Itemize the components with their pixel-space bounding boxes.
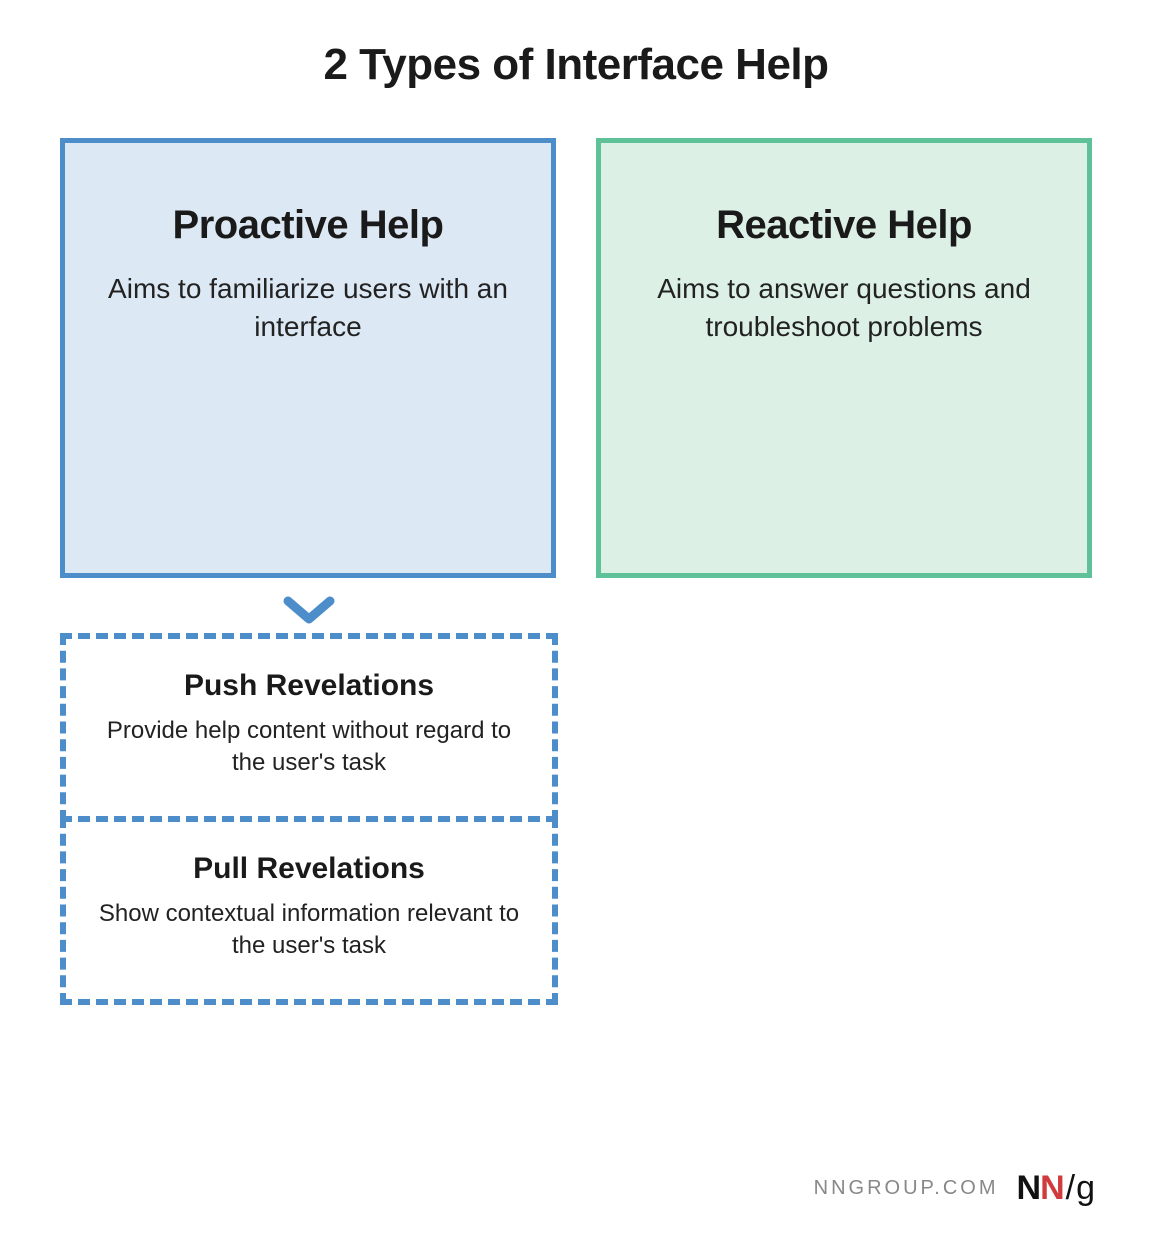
chevron-down-icon xyxy=(282,593,336,629)
footer: NNGROUP.COM NN/g xyxy=(814,1169,1094,1208)
proactive-title: Proactive Help xyxy=(101,203,515,248)
proactive-card: Proactive Help Aims to familiarize users… xyxy=(60,138,556,578)
diagram-container: 2 Types of Interface Help Proactive Help… xyxy=(0,0,1152,1005)
pull-box: Pull Revelations Show contextual informa… xyxy=(60,816,558,1005)
logo-g: g xyxy=(1076,1169,1094,1207)
logo-n1: N xyxy=(1017,1169,1041,1207)
pull-desc: Show contextual information relevant to … xyxy=(96,898,522,963)
push-title: Push Revelations xyxy=(96,669,522,703)
logo-slash: / xyxy=(1066,1169,1074,1207)
logo-n2: N xyxy=(1040,1169,1064,1207)
nng-logo: NN/g xyxy=(1017,1169,1095,1208)
footer-url: NNGROUP.COM xyxy=(814,1177,999,1200)
top-row: Proactive Help Aims to familiarize users… xyxy=(60,138,1092,578)
push-box: Push Revelations Provide help content wi… xyxy=(60,633,558,822)
pull-title: Pull Revelations xyxy=(96,852,522,886)
push-desc: Provide help content without regard to t… xyxy=(96,715,522,780)
reactive-card: Reactive Help Aims to answer questions a… xyxy=(596,138,1092,578)
main-title: 2 Types of Interface Help xyxy=(60,40,1092,90)
reactive-desc: Aims to answer questions and troubleshoo… xyxy=(637,270,1051,346)
reactive-title: Reactive Help xyxy=(637,203,1051,248)
chevron-wrap xyxy=(60,593,558,629)
dashed-group: Push Revelations Provide help content wi… xyxy=(60,633,558,1005)
proactive-desc: Aims to familiarize users with an interf… xyxy=(101,270,515,346)
